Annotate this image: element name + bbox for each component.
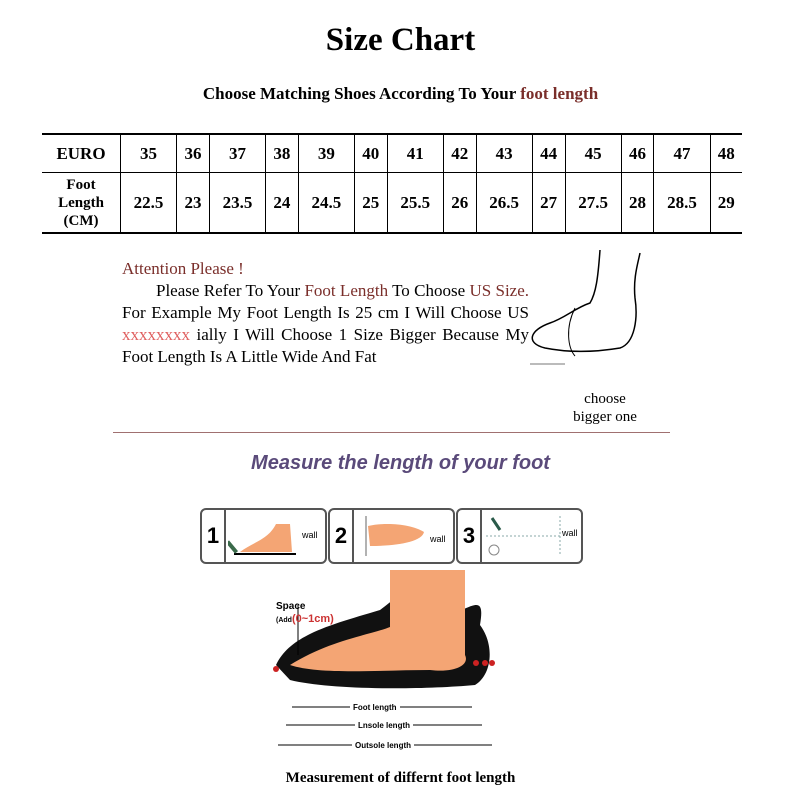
euro-size-cell: 44 (531, 133, 566, 173)
step-2: 2 wall (328, 508, 455, 564)
foot-length-cell: 28 (620, 172, 655, 234)
foot-length-cell: 26 (442, 172, 477, 234)
foot-length-row: Foot Length (CM) 22.5 23 23.5 24 24.5 25 25.5 26 26… (42, 172, 742, 234)
euro-size-cell: 42 (442, 133, 477, 173)
foot-length-label: Foot length (350, 703, 400, 712)
foot-length-cell: 25 (353, 172, 388, 234)
euro-size-cell: 45 (564, 133, 622, 173)
foot-length-cell: 23 (176, 172, 210, 234)
shoe-diagram (273, 570, 495, 746)
euro-size-cell: 41 (386, 133, 444, 173)
euro-size-cell: 40 (353, 133, 388, 173)
size-table: EURO 35 36 37 38 39 40 41 42 43 44 45 46 47 48 Foot Len… (42, 133, 742, 234)
foot-length-cell: 22.5 (119, 172, 178, 234)
measure-heading: Measure the length of your foot (251, 452, 550, 474)
euro-label: EURO (42, 133, 121, 173)
subtitle-text: Choose Matching Shoes According To Your (202, 84, 521, 103)
foot-length-cell: 23.5 (208, 172, 266, 234)
foot-length-cell: 24 (264, 172, 299, 234)
ruler-icon (486, 516, 562, 556)
subtitle: Choose Matching Shoes According To Your … (0, 84, 801, 104)
euro-size-cell: 43 (475, 133, 533, 173)
euro-size-cell: 46 (620, 133, 655, 173)
foot-side-icon (228, 524, 296, 555)
choose-bigger-note: choose bigger one (573, 391, 637, 425)
foot-length-cell: 26.5 (475, 172, 533, 234)
step-3: 3 wall (456, 508, 583, 564)
foot-length-cell: 24.5 (297, 172, 355, 234)
euro-size-cell: 48 (709, 133, 742, 173)
attention-note: Attention Please ! Please Refer To Your … (122, 258, 529, 368)
foot-length-label: Foot Length (CM) (42, 172, 121, 234)
foot-length-cell: 27.5 (564, 172, 622, 234)
euro-size-cell: 35 (119, 133, 178, 173)
foot-top-icon (365, 516, 424, 556)
divider (113, 432, 670, 433)
caption: Measurement of differnt foot length (285, 770, 516, 786)
space-add-label: (Add(0~1cm) (276, 613, 334, 625)
outsole-length-label: Outsole length (352, 741, 414, 750)
euro-size-cell: 39 (297, 133, 355, 173)
foot-length-cell: 25.5 (386, 172, 444, 234)
euro-size-cell: 36 (176, 133, 210, 173)
step-1: 1 wall (200, 508, 327, 564)
space-label: Space (276, 601, 306, 612)
page-title: Size Chart (325, 22, 476, 58)
euro-size-cell: 47 (653, 133, 711, 173)
euro-size-cell: 37 (208, 133, 266, 173)
foot-length-cell: 29 (709, 172, 742, 234)
foot-length-cell: 27 (531, 172, 566, 234)
attention-body: Please Refer To Your Foot Length To Choo… (122, 281, 530, 366)
attention-heading: Attention Please ! (122, 259, 244, 278)
foot-sketch-icon (530, 249, 641, 365)
foot-length-cell: 28.5 (653, 172, 711, 234)
euro-size-cell: 38 (264, 133, 299, 173)
subtitle-highlight: foot length (520, 84, 599, 103)
insole-length-label: Lnsole length (355, 721, 413, 730)
euro-row: EURO 35 36 37 38 39 40 41 42 43 44 45 46 47 48 (42, 133, 742, 173)
